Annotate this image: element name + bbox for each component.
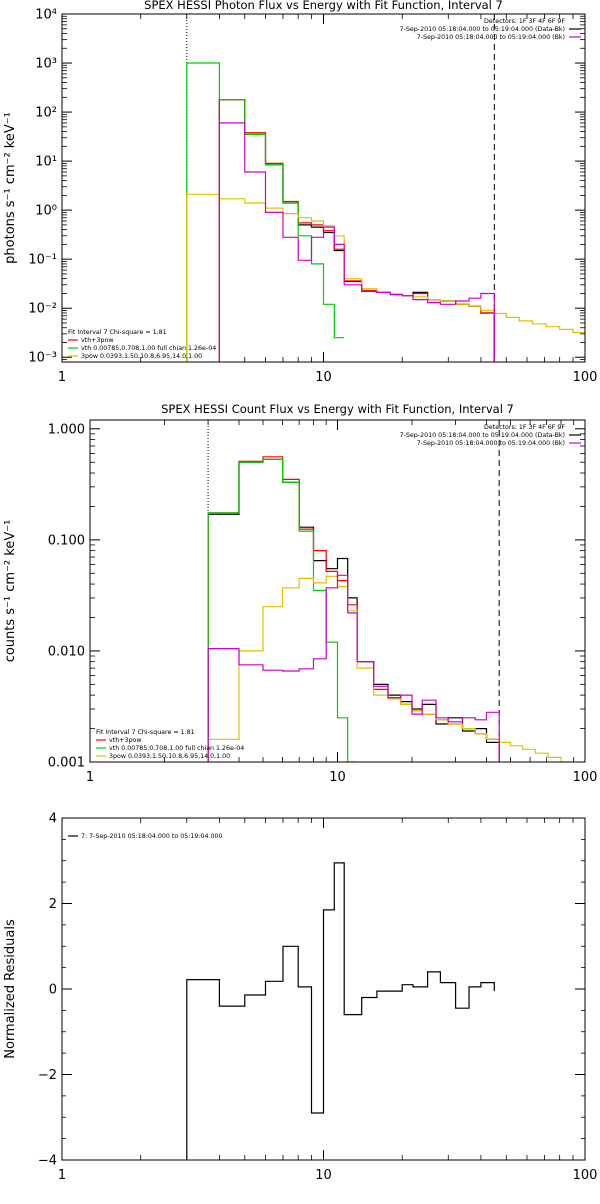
y-tick-label: 10³ bbox=[35, 57, 57, 72]
y-axis-label: Normalized Residuals bbox=[3, 919, 18, 1059]
y-tick-label: 10⁻² bbox=[28, 302, 57, 317]
legend-left-entry: vth+3pow bbox=[109, 737, 141, 744]
plot-frame bbox=[89, 419, 586, 763]
y-tick-label: 0.001 bbox=[48, 756, 85, 771]
legend-right-entry: Detectors: 1F 3F 4F 6F 9F bbox=[484, 18, 565, 25]
series-group bbox=[186, 62, 585, 362]
series-line-7-7-sep-2010-05-18-04-000-to-05-19-04-000 bbox=[186, 862, 495, 1160]
y-tick-label: −2 bbox=[38, 1068, 57, 1083]
series-line-vth bbox=[186, 62, 345, 362]
legend-left-entry: 7: 7-Sep-2010 05:18:04.000 to 05:19:04.0… bbox=[81, 833, 223, 840]
plot-frame bbox=[61, 817, 586, 1161]
series-line-bk bbox=[207, 574, 500, 762]
x-tick-label: 100 bbox=[573, 770, 598, 785]
legend-left-entry: 3pow 0.0393,1.50,10.8,6.95,14.0,1.00 bbox=[109, 753, 230, 760]
x-tick-label: 100 bbox=[573, 370, 598, 385]
legend-left-entry: 3pow 0.0393,1.50,10.8,6.95,14.0,1.00 bbox=[81, 353, 202, 360]
legend-left-entry: Fit Interval 7 Chi-square = 1.81 bbox=[68, 329, 167, 336]
legend-right-entry: 7-Sep-2010 05:18:04.000 to 05:19:04.000 … bbox=[417, 34, 565, 41]
series-line-bk bbox=[218, 122, 495, 362]
x-tick-label: 10 bbox=[329, 770, 346, 785]
y-tick-label: 0.010 bbox=[48, 644, 85, 659]
y-tick-label: −4 bbox=[38, 1154, 57, 1169]
x-tick-label: 100 bbox=[573, 1168, 598, 1183]
series-line-vth-3pow bbox=[218, 99, 495, 362]
series-line-3pow bbox=[186, 193, 585, 362]
y-tick-label: 10⁰ bbox=[35, 204, 57, 219]
legend-left-entry: vth+3pow bbox=[81, 337, 113, 344]
legend-left-entry: vth 0.00785,0.708,1.00 full chian 1.26e-… bbox=[81, 345, 216, 352]
y-axis-label: photons s⁻¹ cm⁻² keV⁻¹ bbox=[3, 112, 18, 264]
chart-title: SPEX HESSI Count Flux vs Energy with Fit… bbox=[161, 402, 514, 416]
series-group bbox=[207, 456, 574, 762]
y-tick-label: 1.000 bbox=[48, 422, 85, 437]
y-tick-label: 10⁻³ bbox=[28, 351, 57, 366]
plot-frame bbox=[61, 13, 586, 363]
y-tick-label: 4 bbox=[49, 812, 57, 827]
series-group bbox=[186, 862, 495, 1160]
legend-right-entry: Detectors: 1F 3F 4F 6F 9F bbox=[484, 424, 565, 431]
y-tick-label: 10⁻¹ bbox=[28, 253, 57, 268]
series-line-vth-3pow bbox=[207, 456, 500, 762]
y-axis-label: counts s⁻¹ cm⁻² keV⁻¹ bbox=[3, 520, 18, 663]
legend-right-entry: 7-Sep-2010 05:18:04.000 to 05:19:04.000 … bbox=[400, 432, 565, 439]
x-tick-label: 1 bbox=[58, 1168, 66, 1183]
series-line-vth bbox=[207, 458, 358, 762]
x-tick-label: 10 bbox=[315, 370, 332, 385]
y-tick-label: 2 bbox=[49, 897, 57, 912]
chart-title: SPEX HESSI Photon Flux vs Energy with Fi… bbox=[144, 0, 503, 12]
legend-left-entry: Fit Interval 7 Chi-square = 1.81 bbox=[96, 729, 195, 736]
chart-panel-3: Normalized Residuals 1 10 100 −4 −2 0 2 4 7: 7-Se… bbox=[3, 812, 597, 1184]
legend-right-entry: 7-Sep-2010 05:18:04.000 to 05:19:04.000 … bbox=[400, 26, 565, 33]
y-tick-label: 10² bbox=[35, 106, 57, 121]
legend-right-entry: 7-Sep-2010 05:18:04.000 to 05:19:04.000 … bbox=[417, 440, 565, 447]
x-tick-label: 1 bbox=[86, 770, 94, 785]
x-tick-label: 10 bbox=[315, 1168, 332, 1183]
legend-left-entry: vth 0.00785,0.708,1.00 full chian 1.26e-… bbox=[109, 745, 244, 752]
chart-panel-2: SPEX HESSI Count Flux vs Energy with Fit… bbox=[3, 402, 597, 785]
x-tick-label: 1 bbox=[58, 370, 66, 385]
series-line-data-bk bbox=[218, 99, 495, 362]
y-tick-label: 0 bbox=[49, 983, 57, 998]
y-tick-label: 0.100 bbox=[48, 533, 85, 548]
y-tick-label: 10¹ bbox=[35, 155, 57, 170]
y-tick-label: 10⁴ bbox=[35, 8, 57, 23]
chart-panel-1: SPEX HESSI Photon Flux vs Energy with Fi… bbox=[3, 0, 597, 385]
